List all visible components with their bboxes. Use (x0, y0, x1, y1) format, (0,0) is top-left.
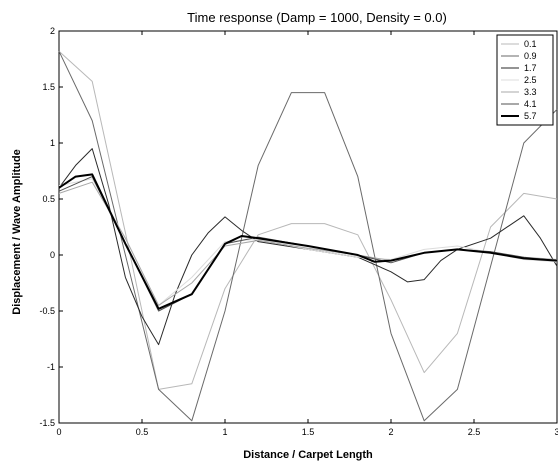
y-tick-label: 1.5 (42, 82, 55, 92)
x-tick-label: 2.5 (468, 427, 481, 437)
x-tick-label: 1 (222, 427, 227, 437)
legend-label: 0.9 (524, 51, 537, 61)
x-axis-label: Distance / Carpet Length (243, 449, 373, 461)
x-tick-label: 1.5 (302, 427, 315, 437)
legend: 0.1 0.9 1.7 2.5 3.3 4.1 5.7 (496, 34, 554, 126)
y-tick-label: -1 (47, 362, 55, 372)
y-tick-label: -0.5 (39, 306, 55, 316)
legend-label: 2.5 (524, 75, 537, 85)
legend-label: 4.1 (524, 99, 537, 109)
legend-label: 0.1 (524, 39, 537, 49)
legend-label: 5.7 (524, 111, 537, 121)
y-tick-label: 0 (50, 250, 55, 260)
x-axis: 0 0.5 1 1.5 2 2.5 3 (56, 31, 558, 437)
x-tick-label: 2 (388, 427, 393, 437)
y-tick-label: -1.5 (39, 418, 55, 428)
series-line-0-1 (58, 50, 558, 390)
series-line-0-9 (58, 50, 558, 422)
legend-label: 1.7 (524, 63, 537, 73)
y-tick-label: 2 (50, 26, 55, 36)
series-group (58, 50, 558, 422)
series-line-5-7 (58, 173, 558, 310)
legend-label: 3.3 (524, 87, 537, 97)
plot-area (58, 30, 558, 424)
chart-title: Time response (Damp = 1000, Density = 0.… (187, 10, 447, 25)
y-axis-label: Displacement / Wave Amplitude (11, 149, 23, 314)
x-tick-label: 3 (554, 427, 558, 437)
x-tick-label: 0 (56, 427, 61, 437)
y-tick-label: 0.5 (42, 194, 55, 204)
y-axis: -1.5 -1 -0.5 0 0.5 1 1.5 2 (39, 26, 63, 428)
y-tick-label: 1 (50, 138, 55, 148)
x-tick-label: 0.5 (136, 427, 149, 437)
